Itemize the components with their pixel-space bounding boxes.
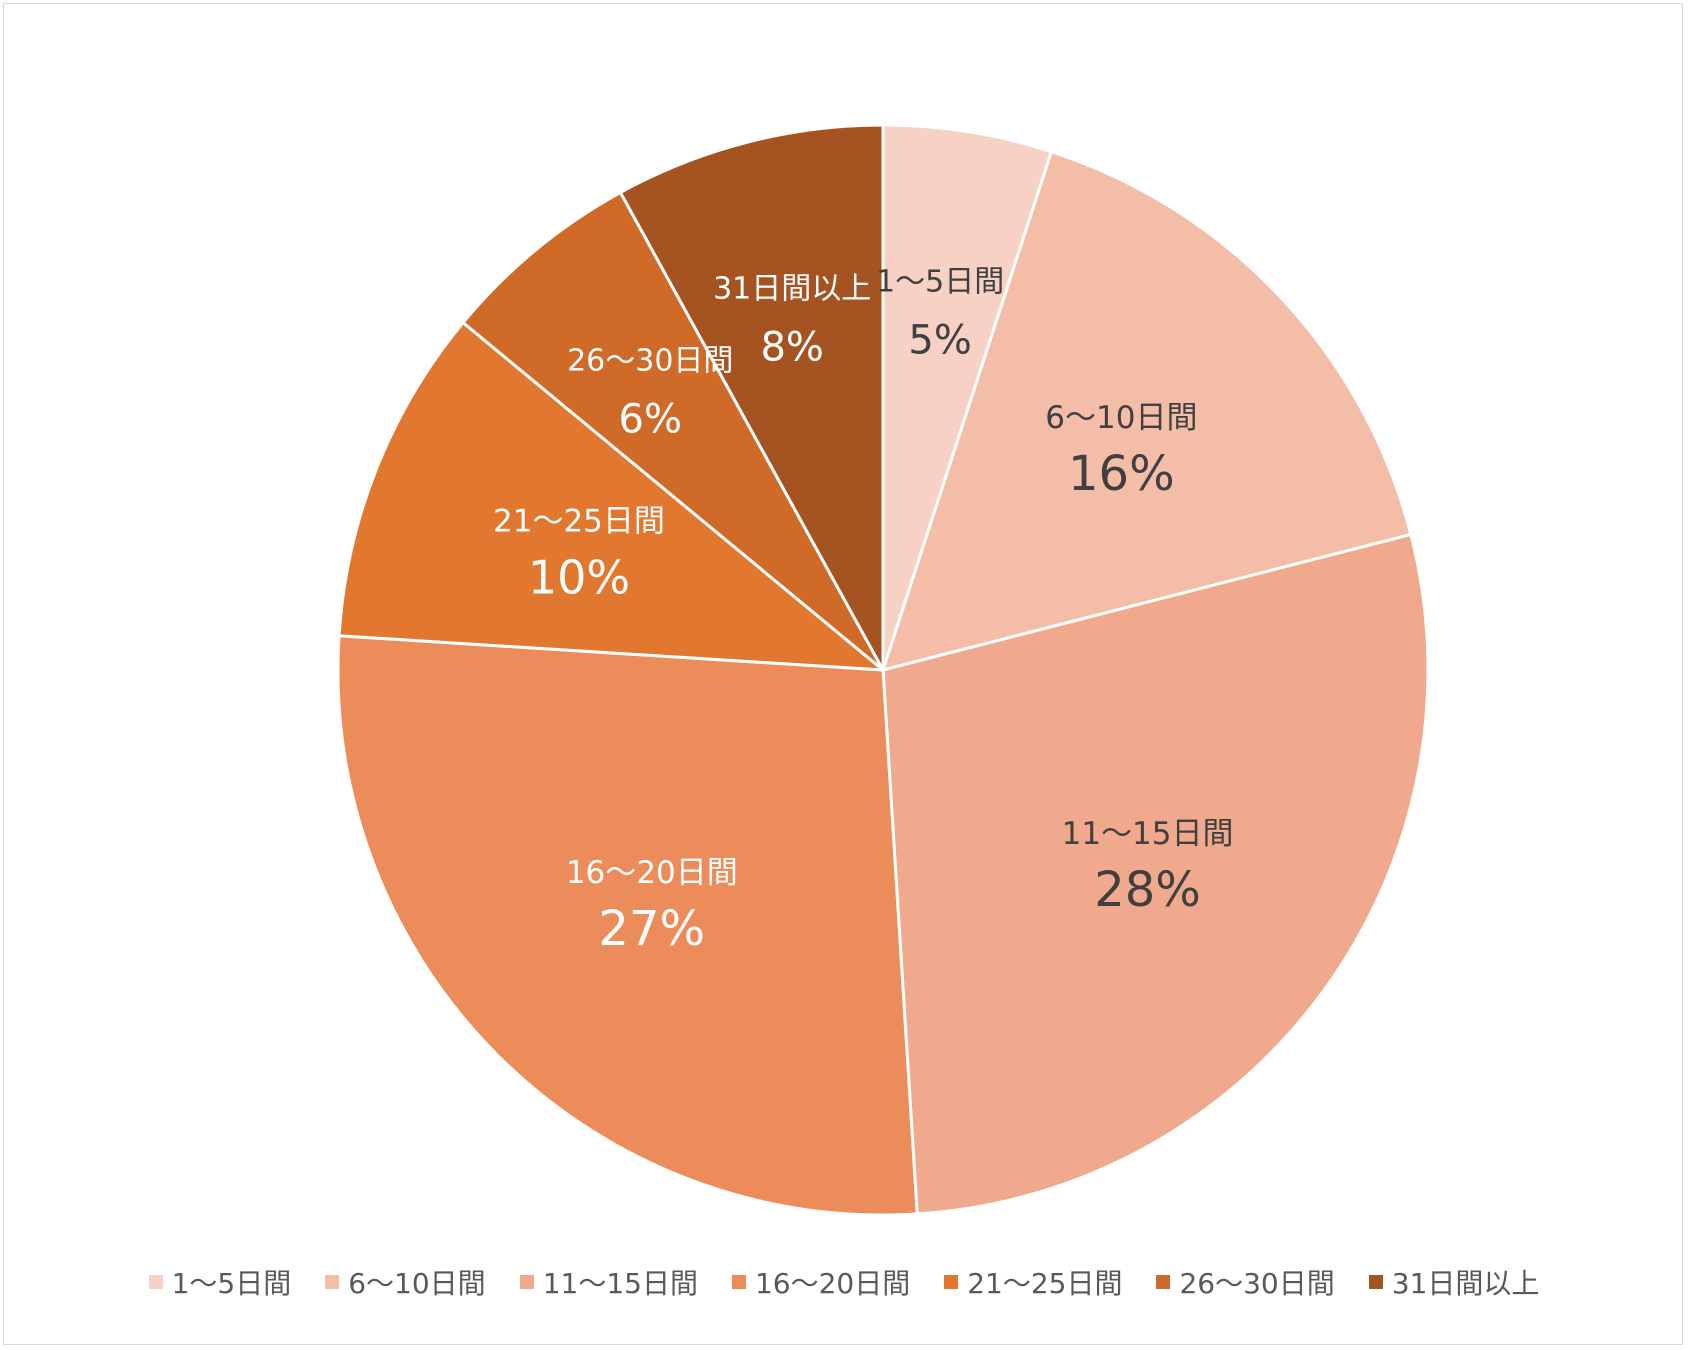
slice-category-label: 21〜25日間 — [493, 504, 665, 540]
legend-item: 1〜5日間 — [148, 1262, 292, 1302]
pie-slice — [881, 532, 1430, 1216]
legend-swatch — [325, 1275, 340, 1289]
slice-percent-label: 6% — [619, 397, 682, 443]
pie-slice — [336, 634, 919, 1217]
legend-swatch — [731, 1275, 746, 1289]
slice-percent-label: 28% — [1094, 862, 1201, 918]
slice-percent-label: 8% — [760, 324, 823, 370]
slice-category-label: 26〜30日間 — [567, 344, 733, 379]
legend-swatch — [148, 1275, 163, 1289]
legend-label: 11〜15日間 — [542, 1267, 698, 1300]
pie-slice — [881, 123, 1053, 672]
slice-category-label: 16〜20日間 — [566, 855, 738, 891]
legend-item: 16〜20日間 — [731, 1262, 911, 1302]
pie-slice — [337, 321, 885, 672]
legend-label: 31日間以上 — [1391, 1267, 1540, 1300]
pie-slice — [881, 150, 1413, 672]
slice-category-label: 1〜5日間 — [876, 264, 1004, 299]
pie-labels: 1〜5日間 5% 6〜10日間 16% 11〜15日間 28% 16〜20日間 27% 21〜2… — [493, 264, 1233, 957]
legend-swatch — [1156, 1275, 1171, 1289]
legend-item: 11〜15日間 — [519, 1262, 698, 1302]
legend-label: 1〜5日間 — [171, 1267, 292, 1300]
pie-slices — [336, 123, 1430, 1217]
legend-swatch — [1368, 1275, 1383, 1289]
legend-item: 26〜30日間 — [1156, 1262, 1335, 1302]
pie-slice — [618, 123, 885, 672]
legend-label: 6〜10日間 — [348, 1267, 486, 1300]
slice-percent-label: 16% — [1068, 446, 1175, 502]
legend-item: 31日間以上 — [1368, 1262, 1540, 1302]
legend-label: 16〜20日間 — [754, 1267, 911, 1300]
slice-category-label: 11〜15日間 — [1062, 816, 1234, 852]
legend: 1〜5日間 6〜10日間 11〜15日間 16〜20日間 21〜25日間 26〜30日間 3… — [0, 1262, 1688, 1302]
legend-label: 21〜25日間 — [967, 1267, 1123, 1300]
slice-percent-label: 27% — [598, 901, 705, 957]
slice-category-label: 6〜10日間 — [1045, 400, 1197, 436]
legend-item: 21〜25日間 — [944, 1262, 1122, 1302]
slice-percent-label: 10% — [528, 551, 630, 605]
legend-swatch — [944, 1275, 959, 1289]
legend-item: 6〜10日間 — [325, 1262, 486, 1302]
legend-swatch — [519, 1275, 534, 1289]
legend-label: 26〜30日間 — [1179, 1267, 1335, 1300]
slice-percent-label: 5% — [908, 317, 971, 363]
pie-slice — [461, 190, 885, 672]
slice-category-label: 31日間以上 — [713, 271, 871, 306]
